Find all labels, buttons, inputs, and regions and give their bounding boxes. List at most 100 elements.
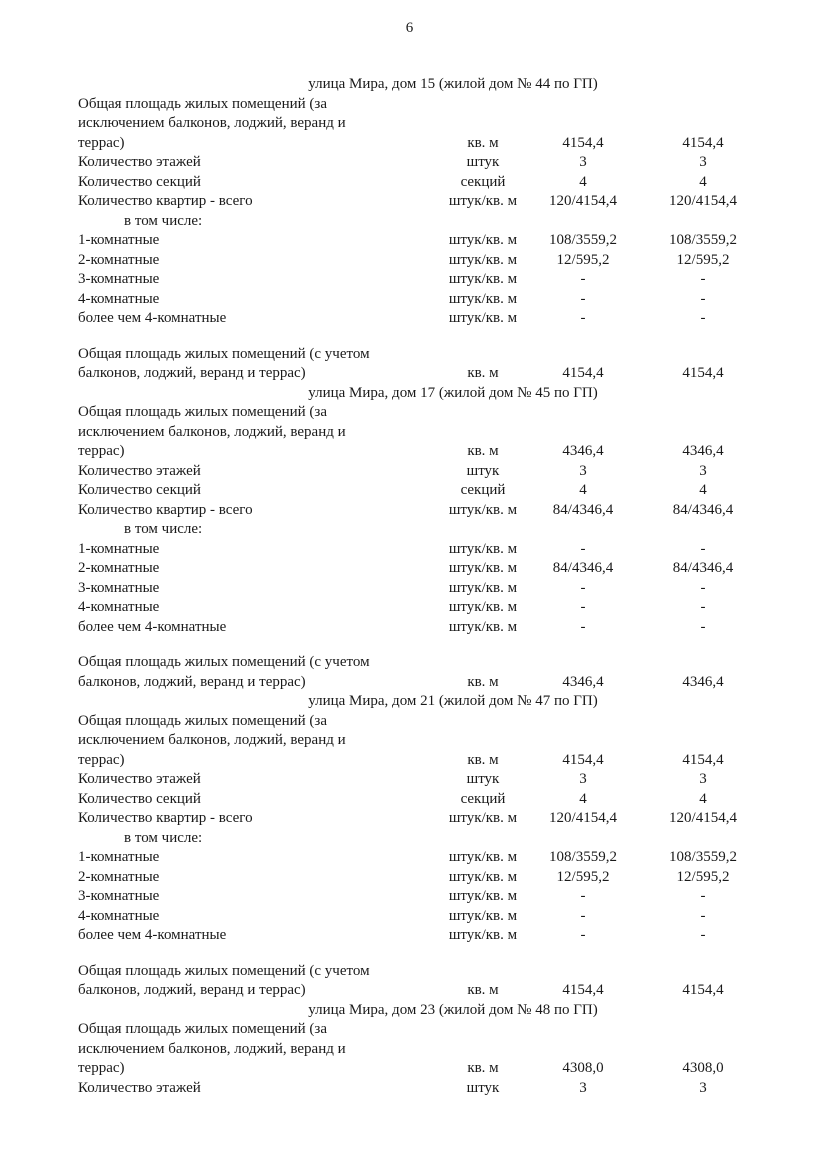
value-actual bbox=[680, 520, 798, 540]
row-label: 1-комнатные bbox=[78, 231, 438, 251]
table-row: более чем 4-комнатные штук/кв. м - - bbox=[78, 618, 798, 638]
label-line: исключением балконов, лоджий, веранд и bbox=[78, 732, 346, 748]
value-project: - bbox=[580, 540, 586, 557]
unit-cell: штук/кв. м bbox=[448, 927, 518, 943]
value-project bbox=[562, 212, 680, 232]
unit-cell: штук/кв. м bbox=[448, 888, 518, 904]
row-label: 1-комнатные bbox=[78, 848, 438, 868]
row-label: Количество секций bbox=[78, 790, 438, 810]
table-row: 4-комнатные штук/кв. м - - bbox=[78, 907, 798, 927]
table-row: Количество этажей штук 3 3 bbox=[78, 770, 798, 790]
value-actual: 3 bbox=[699, 771, 707, 787]
value-project: 3 bbox=[579, 771, 587, 787]
row-label: Общая площадь жилых помещений (за исключе… bbox=[78, 403, 438, 462]
row-label: 2-комнатные bbox=[78, 868, 438, 888]
value-project: 4154,4 bbox=[562, 134, 604, 151]
label-line: балконов, лоджий, веранд и террас) bbox=[78, 673, 306, 690]
row-label: 1-комнатные bbox=[78, 540, 438, 560]
unit-cell: кв. м bbox=[467, 982, 499, 998]
value-project: 12/595,2 bbox=[556, 251, 610, 268]
table-row: Общая площадь жилых помещений (за исключе… bbox=[78, 403, 798, 462]
spacer bbox=[78, 637, 798, 653]
value-actual: 4346,4 bbox=[682, 443, 724, 459]
value-project: - bbox=[580, 310, 586, 326]
value-project: 3 bbox=[579, 462, 587, 479]
row-label: Общая площадь жилых помещений (за исключе… bbox=[78, 95, 438, 154]
unit-cell: штук/кв. м bbox=[448, 540, 518, 557]
value-actual bbox=[680, 212, 798, 232]
value-project: - bbox=[580, 271, 586, 287]
value-project: - bbox=[580, 290, 586, 307]
building-section: улица Мира, дом 15 (жилой дом № 44 по ГП… bbox=[78, 75, 798, 384]
row-label: в том числе: bbox=[78, 212, 478, 232]
section-title: улица Мира, дом 15 (жилой дом № 44 по ГП… bbox=[308, 76, 598, 92]
table-row: Общая площадь жилых помещений (с учетом б… bbox=[78, 653, 798, 692]
table-row: Общая площадь жилых помещений (за исключе… bbox=[78, 712, 798, 771]
unit-cell: штук bbox=[466, 462, 500, 479]
unit-cell: штук/кв. м bbox=[448, 193, 518, 209]
label-line: Общая площадь жилых помещений (с учетом bbox=[78, 345, 370, 362]
row-label: Количество этажей bbox=[78, 462, 438, 482]
table-row: Общая площадь жилых помещений (за исключе… bbox=[78, 95, 798, 154]
unit-cell: секций bbox=[460, 790, 506, 807]
unit-cell bbox=[478, 212, 567, 232]
spacer bbox=[78, 946, 798, 962]
row-label: 2-комнатные bbox=[78, 559, 438, 579]
building-section: улица Мира, дом 23 (жилой дом № 48 по ГП… bbox=[78, 1001, 798, 1099]
unit-cell: штук/кв. м bbox=[448, 907, 518, 924]
label-line: балконов, лоджий, веранд и террас) bbox=[78, 365, 306, 381]
row-label: Количество этажей bbox=[78, 1079, 438, 1099]
value-actual: - bbox=[700, 618, 706, 635]
value-actual: 3 bbox=[699, 462, 707, 479]
value-project: - bbox=[580, 907, 586, 924]
value-actual: 108/3559,2 bbox=[669, 849, 737, 865]
row-label: Количество квартир - всего bbox=[78, 192, 438, 212]
value-project: 4154,4 bbox=[562, 365, 604, 381]
table-row: 2-комнатные штук/кв. м 12/595,2 12/595,2 bbox=[78, 251, 798, 271]
value-actual: - bbox=[700, 599, 706, 615]
label-line: Количество этажей bbox=[78, 1079, 201, 1096]
label-line: Количество квартир - всего bbox=[78, 193, 253, 209]
label-line: исключением балконов, лоджий, веранд и bbox=[78, 1040, 346, 1057]
label-line: террас) bbox=[78, 1060, 125, 1076]
row-label: 2-комнатные bbox=[78, 251, 438, 271]
value-actual: - bbox=[700, 888, 706, 904]
value-project: 12/595,2 bbox=[556, 868, 610, 885]
value-project: - bbox=[580, 618, 586, 635]
spacer bbox=[78, 329, 798, 345]
label-line: Количество секций bbox=[78, 482, 201, 498]
value-project: 4 bbox=[579, 790, 587, 807]
value-actual: 4154,4 bbox=[682, 134, 724, 151]
row-label: 4-комнатные bbox=[78, 598, 438, 618]
value-actual: - bbox=[700, 927, 706, 943]
value-project: 4308,0 bbox=[562, 1060, 604, 1076]
value-actual: - bbox=[700, 290, 706, 307]
row-label: Количество квартир - всего bbox=[78, 809, 438, 829]
label-line: Количество этажей bbox=[78, 771, 201, 787]
value-project: 3 bbox=[579, 154, 587, 170]
table-row: 1-комнатные штук/кв. м - - bbox=[78, 540, 798, 560]
label-line: исключением балконов, лоджий, веранд и bbox=[78, 423, 346, 440]
unit-cell: штук/кв. м bbox=[448, 271, 518, 287]
value-project: - bbox=[580, 888, 586, 904]
unit-cell: штук bbox=[466, 1079, 500, 1096]
label-line: террас) bbox=[78, 751, 125, 768]
label-line: в том числе: bbox=[124, 521, 203, 537]
page-number: 6 bbox=[405, 20, 414, 36]
unit-cell: штук/кв. м bbox=[448, 560, 518, 576]
value-actual: 120/4154,4 bbox=[669, 810, 737, 826]
row-label: 3-комнатные bbox=[78, 887, 438, 907]
row-label: Общая площадь жилых помещений (с учетом б… bbox=[78, 345, 438, 384]
table-row: Количество этажей штук 3 3 bbox=[78, 153, 798, 173]
unit-cell: кв. м bbox=[467, 751, 499, 768]
value-actual: - bbox=[700, 540, 706, 557]
value-actual: - bbox=[700, 310, 706, 326]
table-row: Количество этажей штук 3 3 bbox=[78, 1079, 798, 1099]
unit-cell: штук/кв. м bbox=[448, 232, 518, 248]
value-project bbox=[562, 829, 680, 849]
row-label: 4-комнатные bbox=[78, 290, 438, 310]
unit-cell: кв. м bbox=[467, 443, 499, 459]
value-project: 4346,4 bbox=[562, 443, 604, 459]
table-row: более чем 4-комнатные штук/кв. м - - bbox=[78, 926, 798, 946]
value-project bbox=[562, 520, 680, 540]
